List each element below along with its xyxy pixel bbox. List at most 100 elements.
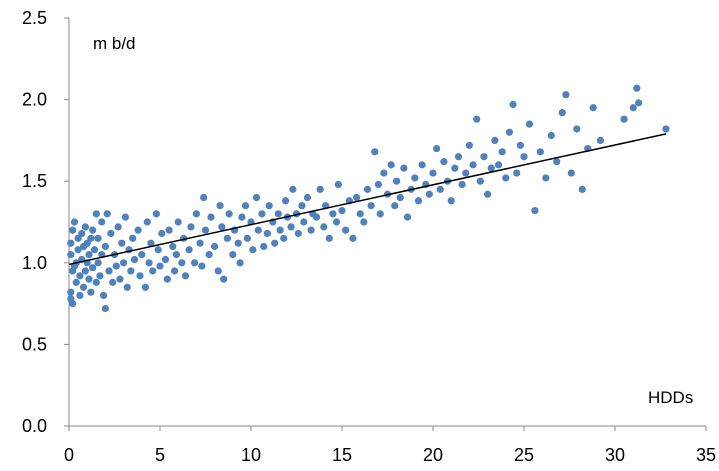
data-point	[573, 125, 581, 133]
data-point	[116, 275, 124, 283]
data-point	[101, 304, 109, 313]
data-point	[83, 239, 91, 247]
data-point	[163, 275, 171, 283]
data-point	[289, 185, 297, 193]
data-point	[220, 275, 228, 283]
data-point	[531, 206, 539, 215]
data-point	[635, 99, 643, 107]
data-point	[149, 267, 157, 275]
data-points	[67, 84, 670, 313]
y-tick-label: 2.0	[22, 90, 47, 110]
data-point	[473, 115, 481, 123]
data-point	[662, 125, 670, 133]
data-point	[85, 251, 93, 259]
data-point	[105, 267, 113, 275]
data-point	[120, 259, 128, 267]
data-point	[70, 218, 79, 226]
data-point	[89, 226, 97, 234]
y-tick-label: 0.0	[22, 416, 47, 436]
data-point	[205, 251, 213, 259]
data-point	[425, 190, 433, 198]
y-axis-title: m b/d	[93, 34, 136, 53]
data-point	[225, 210, 233, 218]
data-point	[300, 218, 308, 226]
data-point	[134, 226, 142, 234]
data-point	[578, 185, 586, 193]
x-tick-label: 35	[696, 445, 716, 465]
data-point	[234, 239, 242, 247]
data-point	[303, 193, 312, 202]
data-point	[236, 259, 244, 267]
data-point	[143, 218, 151, 226]
data-point	[249, 246, 257, 254]
data-point	[320, 223, 328, 231]
data-point	[280, 234, 288, 242]
data-point	[513, 169, 521, 177]
data-point	[476, 177, 484, 185]
data-point	[498, 148, 506, 156]
data-point	[620, 115, 628, 123]
data-point	[558, 109, 566, 117]
data-point	[211, 242, 219, 251]
data-point	[92, 278, 100, 286]
data-point	[334, 180, 342, 189]
data-point	[276, 226, 284, 234]
data-point	[85, 275, 93, 283]
data-point	[516, 141, 524, 149]
data-point	[418, 161, 426, 169]
y-tick-label: 0.5	[22, 334, 47, 354]
data-point	[480, 153, 488, 161]
data-point	[87, 234, 95, 242]
data-point	[400, 164, 408, 172]
data-point	[161, 255, 170, 264]
data-point	[187, 223, 195, 231]
data-point	[376, 210, 384, 218]
data-point	[502, 174, 510, 182]
data-point	[462, 169, 470, 177]
data-point	[109, 278, 117, 286]
data-point	[254, 226, 262, 234]
data-point	[138, 251, 146, 259]
data-point	[484, 190, 492, 198]
data-point	[458, 180, 466, 189]
data-point	[207, 213, 215, 221]
trendline	[68, 133, 667, 266]
data-point	[76, 272, 84, 280]
x-tick-label: 30	[605, 445, 625, 465]
data-point	[99, 291, 108, 300]
data-point	[629, 104, 637, 112]
data-point	[440, 158, 448, 166]
data-point	[214, 267, 222, 275]
data-point	[216, 202, 224, 210]
data-point	[145, 259, 153, 267]
data-point	[281, 197, 290, 205]
data-point	[69, 226, 77, 234]
y-tick-label: 2.5	[22, 8, 47, 28]
data-point	[298, 202, 306, 210]
data-point	[196, 239, 204, 247]
data-point	[380, 169, 388, 177]
data-point	[72, 278, 80, 286]
x-tick-label: 0	[64, 445, 74, 465]
data-point	[294, 229, 302, 238]
data-point	[241, 202, 250, 210]
data-point	[165, 226, 173, 234]
data-point	[74, 246, 82, 254]
data-point	[181, 272, 190, 280]
data-point	[371, 148, 379, 156]
data-point	[494, 161, 503, 169]
data-point	[505, 128, 514, 136]
data-point	[433, 144, 441, 153]
data-point	[114, 223, 122, 231]
data-point	[356, 210, 364, 218]
data-point	[287, 223, 295, 231]
data-point	[123, 283, 131, 291]
data-point	[89, 264, 97, 272]
data-point	[454, 153, 463, 161]
data-point	[218, 223, 226, 231]
data-point	[223, 234, 231, 242]
data-point	[447, 197, 455, 205]
y-tick-label: 1.0	[22, 253, 47, 273]
data-point	[547, 131, 555, 140]
data-point	[274, 210, 282, 218]
